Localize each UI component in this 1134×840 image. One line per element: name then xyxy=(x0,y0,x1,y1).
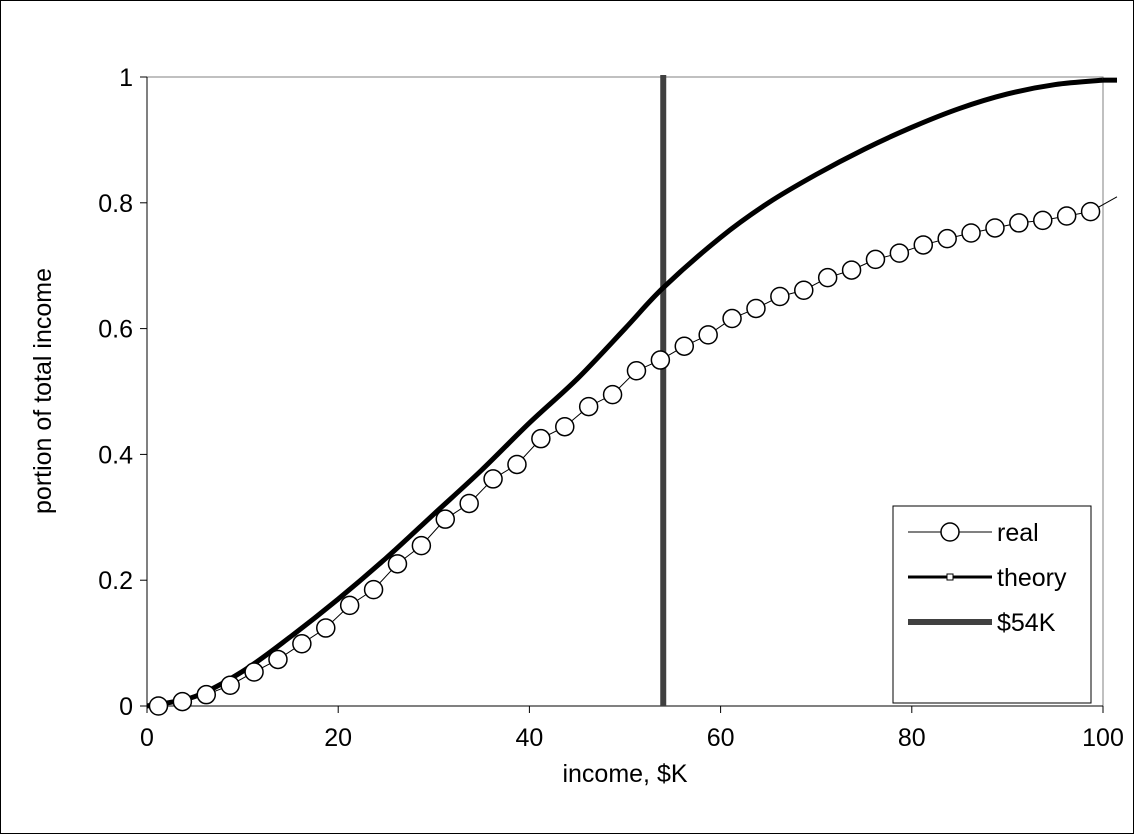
theory-line xyxy=(146,77,1104,709)
real-point xyxy=(244,662,264,682)
real-point xyxy=(1056,206,1077,226)
y-axis: 0 0.2 0.4 0.6 0.8 1 xyxy=(98,64,148,721)
y-tick-label: 0.6 xyxy=(98,316,133,344)
real-point xyxy=(650,350,671,370)
real-point xyxy=(435,509,456,529)
real-point xyxy=(531,428,551,449)
legend-54k-label: $54K xyxy=(997,609,1056,637)
real-point xyxy=(865,249,886,270)
real-point xyxy=(555,416,575,437)
real-point xyxy=(387,554,408,574)
real-point xyxy=(578,396,599,417)
real-point xyxy=(172,691,193,712)
x-tick-label: 80 xyxy=(898,724,926,752)
x-tick-label: 60 xyxy=(707,724,735,752)
real-point xyxy=(196,684,217,705)
real-point xyxy=(913,235,934,255)
real-point xyxy=(770,286,790,307)
real-point xyxy=(961,223,981,243)
real-point xyxy=(1009,213,1029,233)
real-point xyxy=(148,696,169,716)
real-point xyxy=(220,675,240,695)
y-tick-label: 0.2 xyxy=(98,567,133,595)
real-point xyxy=(722,308,742,329)
legend-theory-label: theory xyxy=(997,564,1067,592)
y-axis-title: portion of total income xyxy=(29,268,57,514)
real-point xyxy=(459,493,479,514)
real-point xyxy=(1033,210,1053,231)
x-tick-label: 0 xyxy=(140,724,154,752)
y-tick-label: 1 xyxy=(119,64,133,92)
series-layer xyxy=(146,75,1118,716)
x-axis-title: income, $K xyxy=(562,760,687,788)
real-point xyxy=(841,260,862,280)
legend-real-marker xyxy=(940,522,960,542)
real-point xyxy=(817,267,838,288)
legend-theory-marker xyxy=(946,573,954,581)
x-tick-label: 40 xyxy=(515,724,543,752)
real-point xyxy=(268,649,288,670)
legend-box xyxy=(892,505,1092,704)
real-point xyxy=(363,579,384,600)
real-point xyxy=(985,218,1005,238)
real-point xyxy=(746,298,766,319)
x-tick-label: 20 xyxy=(324,724,352,752)
real-point xyxy=(602,384,623,405)
real-point xyxy=(1080,201,1101,222)
x-tick-label: 100 xyxy=(1082,724,1124,752)
real-point xyxy=(339,595,360,616)
real-point xyxy=(674,336,695,356)
y-tick-label: 0 xyxy=(119,693,133,721)
y-tick-label: 0.4 xyxy=(98,441,133,469)
real-point xyxy=(698,325,718,345)
legend-real-label: real xyxy=(997,519,1039,547)
real-point xyxy=(937,228,957,249)
real-point xyxy=(794,280,814,300)
real-point xyxy=(889,243,910,263)
real-point xyxy=(292,633,312,654)
real-point xyxy=(483,469,503,489)
real-point xyxy=(316,618,336,638)
real-point xyxy=(626,360,647,381)
x-axis: 0 20 40 60 80 100 xyxy=(140,705,1124,752)
real-point xyxy=(411,535,432,556)
y-tick-label: 0.8 xyxy=(98,190,133,218)
real-point xyxy=(507,454,527,475)
legend: real theory $54K xyxy=(892,505,1092,704)
